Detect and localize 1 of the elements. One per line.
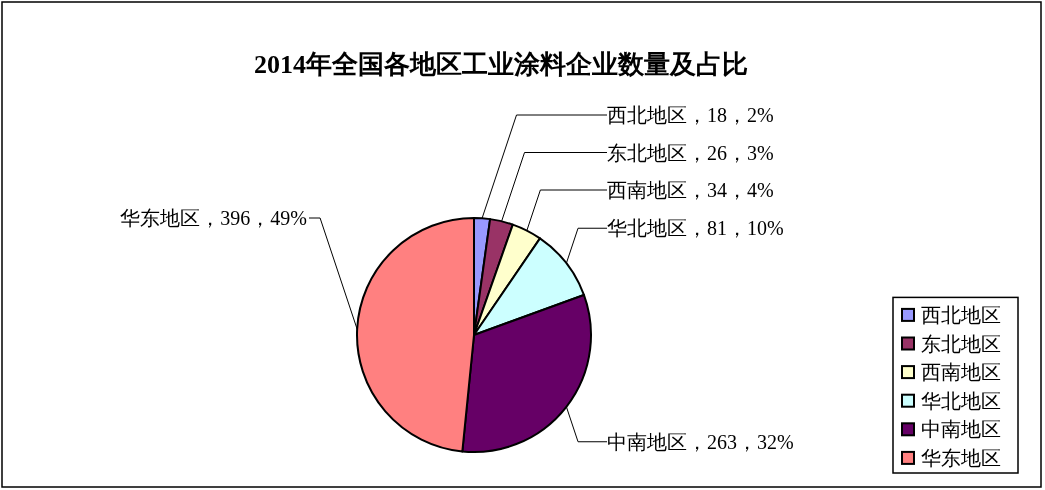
title: 2014年全国各地区工业涂料企业数量及占比 (254, 50, 748, 79)
